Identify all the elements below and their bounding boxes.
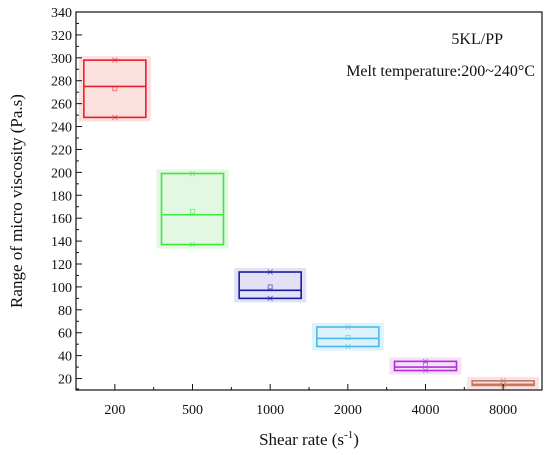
y-tick-label: 300 bbox=[51, 52, 72, 67]
box-1000 bbox=[238, 269, 302, 302]
min-marker bbox=[267, 295, 273, 302]
x-axis-title-suffix: ) bbox=[353, 430, 359, 449]
y-axis-title: Range of micro viscosity (Pa.s) bbox=[7, 94, 26, 308]
y-tick-label: 120 bbox=[51, 258, 72, 273]
annotation-material: 5KL/PP bbox=[451, 31, 503, 48]
y-tick-label: 260 bbox=[51, 98, 72, 113]
annotation-melt-temperature: Melt temperature:200~240°C bbox=[346, 63, 535, 80]
min-marker bbox=[422, 367, 429, 374]
box-500 bbox=[160, 170, 225, 248]
box-shadows bbox=[78, 56, 540, 390]
y-tick-label: 20 bbox=[58, 373, 72, 388]
y-tick-label: 80 bbox=[58, 304, 72, 319]
y-tick-label: 320 bbox=[51, 29, 72, 44]
min-marker bbox=[345, 343, 351, 350]
x-tick-label: 200 bbox=[104, 403, 125, 418]
x-tick-label: 1000 bbox=[256, 403, 284, 418]
x-tick-label: 2000 bbox=[334, 403, 362, 418]
box-halo bbox=[78, 56, 151, 122]
x-tick-label: 8000 bbox=[489, 403, 517, 418]
y-tick-label: 340 bbox=[51, 6, 72, 21]
y-tick-label: 180 bbox=[51, 189, 72, 204]
x-tick-label: 500 bbox=[182, 403, 203, 418]
max-marker bbox=[112, 57, 118, 63]
max-marker bbox=[267, 269, 273, 275]
mean-marker bbox=[267, 284, 273, 290]
max-marker bbox=[345, 324, 351, 330]
y-tick-label: 220 bbox=[51, 143, 72, 158]
y-tick-label: 280 bbox=[51, 75, 72, 90]
y-tick-label: 40 bbox=[58, 350, 72, 365]
box-halo bbox=[467, 376, 540, 390]
box-2000 bbox=[316, 324, 380, 350]
mean-marker bbox=[190, 208, 195, 214]
mean-marker bbox=[112, 86, 118, 92]
x-tick-label: 4000 bbox=[412, 403, 440, 418]
y-tick-label: 160 bbox=[51, 212, 72, 227]
min-marker bbox=[189, 241, 196, 248]
x-axis-title-sup: -1 bbox=[344, 429, 353, 441]
max-marker bbox=[500, 378, 506, 384]
max-marker bbox=[189, 170, 196, 177]
boxes bbox=[83, 57, 535, 389]
min-marker bbox=[112, 114, 118, 121]
box-halo bbox=[389, 357, 462, 375]
x-axis: 200 500 1000 2000 4000 8000 bbox=[75, 384, 543, 418]
y-tick-label: 140 bbox=[51, 235, 72, 250]
y-tick-label: 240 bbox=[51, 121, 72, 136]
mean-marker bbox=[423, 362, 428, 368]
y-axis: 20 40 60 80 100 120 140 160 180 200 220 240 260 280 30… bbox=[51, 6, 82, 390]
y-tick-label: 200 bbox=[51, 166, 72, 181]
box-4000 bbox=[393, 358, 458, 374]
max-marker bbox=[422, 358, 429, 365]
mean-marker bbox=[345, 334, 351, 340]
y-tick-label: 100 bbox=[51, 281, 72, 296]
x-axis-title: Shear rate (s-1) bbox=[259, 429, 359, 449]
y-tick-label: 60 bbox=[58, 327, 72, 342]
box-200 bbox=[83, 57, 147, 121]
x-axis-title-main: Shear rate (s bbox=[259, 430, 344, 449]
